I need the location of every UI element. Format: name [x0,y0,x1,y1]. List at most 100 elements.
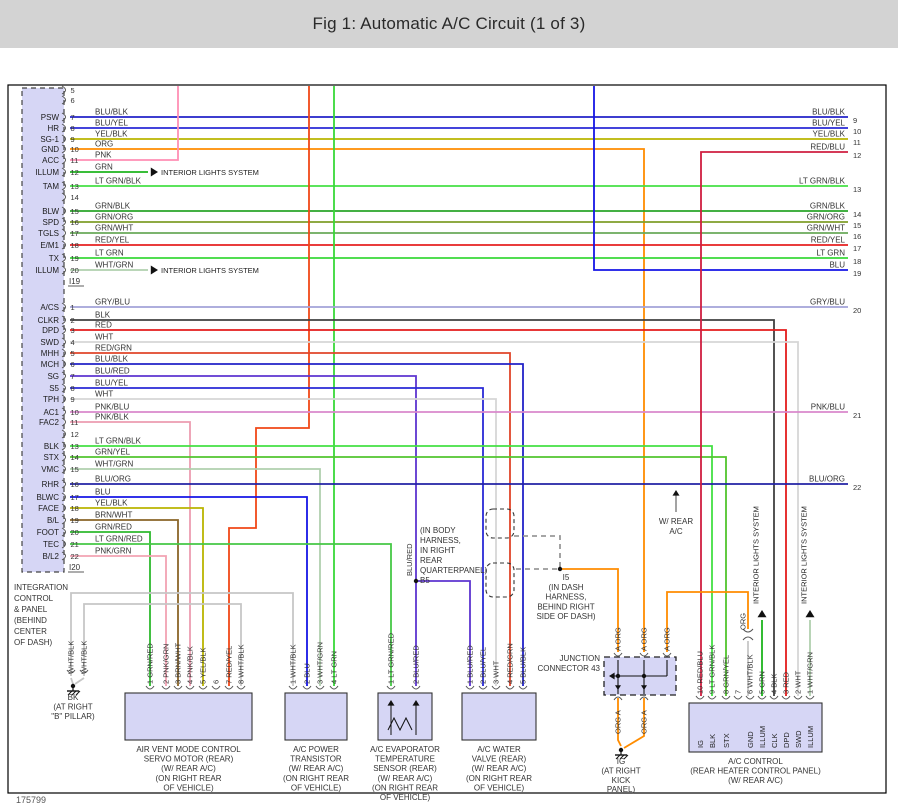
pin-chevron [61,134,66,144]
wire-color-label: GRN/BLK [95,202,131,211]
mid-wire-label: BLU/RED [405,543,414,576]
wire-blk-17 [70,319,775,696]
accontrol-signal-name: CLK [770,733,779,748]
pin-number: 7 [71,113,75,122]
wire-whtblk-40 [83,603,242,686]
pin-number: 14 [71,193,79,202]
wire-color-label: LT GRN [95,249,124,258]
pin-number: 5 [71,349,75,358]
ground-caption-BK: "B" PILLAR) [51,712,95,721]
accontrol-signal-name: STX [722,733,731,748]
ground-tick [619,754,625,760]
integration-panel-caption: & PANEL [14,605,48,614]
pin-chevron [639,696,649,701]
pin-chevron [145,685,155,690]
wire-org-3 [70,148,645,652]
transistor-caption: OF VEHICLE) [291,783,342,792]
valve-caption: VALVE (REAR) [472,755,527,764]
transistor-box [284,692,348,741]
pin-name: AC1 [43,408,59,417]
pin-number: 10 [71,408,79,417]
pin-chevron [236,685,246,690]
pin-name: ILLUM [35,168,59,177]
transistor-caption: (ON RIGHT REAR [283,774,349,783]
wire-color-label: RED/GRN [95,344,132,353]
accontrol-caption: A/C CONTROL [728,757,783,766]
wire-color-label: GRN/YEL [95,448,131,457]
pin-name: TGLS [38,229,59,238]
servo-pin-label: 4 PNK/BLK [186,646,195,684]
junction-dot [615,673,621,679]
transistor-caption: A/C POWER [293,745,339,754]
pin-name: RHR [42,480,60,489]
pin-chevron [61,95,66,105]
junction-pin-label: A ORG [663,627,672,651]
accontrol-pin-label: 2 WHT [794,670,803,694]
pin-chevron [61,265,66,275]
accontrol-pin-label: 9 LT GRN/BLK [708,645,717,694]
wire-color-label: BLU [95,488,111,497]
pin-number: 17 [71,229,79,238]
integration-panel-caption: INTEGRATION [14,583,68,592]
wire-color-label: BLU/YEL [95,119,128,128]
junction-dot [557,566,563,572]
wire-color-label: BLU/BLK [95,355,129,364]
wire-color-label: BLU/ORG [95,475,131,484]
bk-wire-label: WHT/BLK [80,641,89,674]
pin-chevron [61,240,66,250]
pin-name: MCH [41,360,59,369]
accontrol-signal-name: SWD [794,730,803,748]
pin-name: E/M1 [40,241,59,250]
pin-number: 2 [71,316,75,325]
pin-chevron [329,685,339,690]
right-pin-number: 20 [853,306,861,315]
pin-number: 6 [71,96,75,105]
pin-chevron [61,181,66,191]
pin-number: 13 [71,182,79,191]
page-title: Fig 1: Automatic A/C Circuit (1 of 3) [312,14,586,33]
i5-note: HARNESS, [546,593,587,602]
ground-tick [615,754,621,760]
servo-pin-label: 8 WHT/BLK [237,644,246,684]
junction-pin-label: ORG A [614,710,623,734]
right-pin-number: 22 [853,483,861,492]
pin-chevron [61,85,66,95]
wire-color-label: PNK/GRN [95,547,132,556]
pin-chevron [769,695,779,700]
wire-color-label: GRN/RED [95,523,132,532]
pin-chevron [61,302,66,312]
pin-chevron [518,685,528,690]
pin-chevron [61,551,66,561]
servo-pin-label: 6 [212,680,221,684]
wire-dash-50 [514,535,561,569]
pin-name: BLK [44,442,60,451]
servo-caption: SERVO MOTOR (REAR) [144,755,234,764]
wire-color-label: YEL/BLK [95,130,128,139]
junction-label: JUNCTION [560,654,601,663]
valve-pin-label: 5 BLU/BLK [519,647,528,684]
pin-chevron [161,685,171,690]
pin-name: A/CS [40,303,59,312]
pin-chevron [491,685,501,690]
b5-note: (IN BODY [420,526,456,535]
pin-number: 12 [71,430,79,439]
arrowhead [757,610,767,618]
figure-id: 175799 [16,795,47,805]
pin-number: 13 [71,442,79,451]
b5-note: B5 [420,576,430,585]
right-pin-number: 14 [853,210,861,219]
pin-chevron [61,123,66,133]
wire-color-label: PNK/BLK [95,413,129,422]
pin-chevron [61,417,66,427]
evap-pin-label: 2 BLU/RED [412,645,421,684]
transistor-pin-label: 1 WHT/BLK [289,644,298,684]
splice-symbol [742,628,754,633]
valve-caption: OF VEHICLE) [474,783,525,792]
wire-color-label: BLU/BLK [95,108,129,117]
junction-dot [641,673,647,679]
pin-name: DPD [42,326,59,335]
right-wire-label: GRN/WHT [807,224,845,233]
pin-chevron [386,685,396,690]
right-wire-label: BLU/BLK [812,108,846,117]
